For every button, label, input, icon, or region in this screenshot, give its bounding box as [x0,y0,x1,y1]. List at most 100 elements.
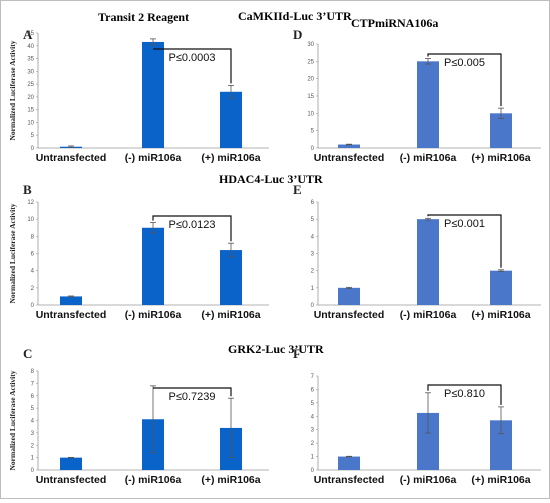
y-tick-label: 6 [311,200,315,206]
y-tick-label: 4 [311,234,315,240]
y-tick-label: 0 [311,146,315,152]
bar-1 [338,456,360,470]
x-tick-label: (+) miR106a [201,474,260,486]
y-tick-label: 45 [27,31,34,37]
significance-bracket [153,387,232,397]
panel-letter: D [293,27,302,42]
x-tick-label: (-) miR106a [400,474,457,486]
panel-e: E 0 1 2 3 4 5 6 Untransfected (-) miR106a (+) miR1… [293,182,541,321]
y-tick-label: 5 [31,406,35,412]
y-tick-label: 35 [27,57,34,63]
y-tick-label: 7 [311,374,315,380]
x-tick-label: Untransfected [36,309,107,321]
y-tick-label: 6 [311,387,315,393]
heading-middle: HDAC4-Luc 3’UTR [219,172,323,186]
x-tick-label: Untransfected [314,152,385,164]
x-tick-label: Untransfected [36,152,107,164]
y-tick-label: 5 [311,129,315,135]
y-tick-label: 5 [31,133,35,139]
bar-2 [142,227,164,305]
y-tick-label: 2 [31,286,35,292]
y-tick-label: 4 [31,419,35,425]
x-tick-label: (+) miR106a [201,152,260,164]
y-tick-label: 6 [31,252,35,258]
bar-3 [220,91,242,148]
bar-2 [417,219,439,305]
p-value-label: P≤0.005 [444,57,485,69]
x-tick-label: (+) miR106a [471,309,530,321]
panel-d: D 0 5 10 15 20 25 30 Untransfected (-) miR106a (+)… [293,27,541,164]
y-tick-label: 20 [307,77,314,83]
y-tick-label: 8 [31,369,35,375]
y-tick-label: 10 [27,217,34,223]
y-tick-label: 4 [311,414,315,420]
y-tick-label: 2 [311,269,315,275]
y-tick-label: 5 [311,401,315,407]
bar-1 [338,287,360,305]
significance-bracket [152,215,232,242]
x-tick-label: (+) miR106a [471,474,530,486]
y-tick-label: 1 [311,455,315,461]
y-tick-label: 20 [27,95,34,101]
y-tick-label: 10 [27,120,34,126]
y-tick-label: 30 [27,69,34,75]
y-tick-label: 25 [27,82,34,88]
y-axis-label: Normalized Luciferase Activity [8,370,17,470]
y-tick-label: 0 [311,468,315,474]
x-tick-label: Untransfected [314,309,385,321]
x-tick-label: (+) miR106a [471,152,530,164]
y-tick-label: 10 [307,111,314,117]
significance-bracket [153,48,232,84]
y-tick-label: 4 [31,269,35,275]
y-axis-label: Normalized Luciferase Activity [8,203,17,303]
y-axis-label: Normalized Luciferase Activity [8,40,17,140]
panel-c: C 0 1 2 3 4 5 6 7 8 Normalized Luciferase Activity… [8,346,269,486]
x-tick-label: (-) miR106a [400,309,457,321]
panel-letter: A [23,27,33,42]
y-tick-label: 1 [311,286,315,292]
significance-bracket [427,214,502,268]
bar-1 [338,144,360,148]
y-tick-label: 40 [27,44,34,50]
p-value-label: P≤0.0003 [168,52,215,64]
y-tick-label: 1 [31,456,35,462]
x-tick-label: Untransfected [314,474,385,486]
y-tick-label: 30 [307,42,314,48]
bar-2 [142,41,164,148]
heading-top: CaMKIId-Luc 3’UTR [238,9,352,23]
y-tick-label: 7 [31,381,35,387]
y-tick-label: 8 [31,234,35,240]
y-tick-label: 3 [311,428,315,434]
y-tick-label: 2 [31,443,35,449]
bar-1 [60,296,82,305]
x-tick-label: (-) miR106a [125,474,182,486]
panel-letter: C [23,346,32,361]
significance-bracket [427,53,502,107]
bar-2 [417,61,439,149]
panel-letter: E [293,182,302,197]
y-tick-label: 0 [31,146,35,152]
y-tick-label: 3 [311,252,315,258]
bar-3 [490,113,512,148]
p-value-label: P≤0.001 [444,218,485,230]
y-tick-label: 5 [311,217,315,223]
y-tick-label: 15 [307,94,314,100]
y-tick-label: 2 [311,441,315,447]
x-tick-label: (-) miR106a [125,309,182,321]
significance-bracket [427,384,502,405]
heading-bottom: GRK2-Luc 3’UTR [228,342,324,356]
p-value-label: P≤0.0123 [168,219,215,231]
heading-reagent: Transit 2 Reagent [98,10,189,24]
p-value-label: P≤0.810 [444,388,485,400]
panel-a: A 0 5 10 15 20 25 30 35 40 45 Normalized Luciferase… [8,27,269,164]
y-tick-label: 25 [307,59,314,65]
y-tick-label: 0 [31,468,35,474]
panel-letter: B [23,182,32,197]
panel-b: B 0 2 4 6 8 10 12 Normalized Luciferase Activity… [8,182,269,321]
x-tick-label: (-) miR106a [125,152,182,164]
panel-f: F 0 1 2 3 4 5 6 7 Untransfected (-) miR106a (+) miR… [293,346,541,486]
y-tick-label: 0 [311,303,315,309]
bar-2 [417,412,439,470]
